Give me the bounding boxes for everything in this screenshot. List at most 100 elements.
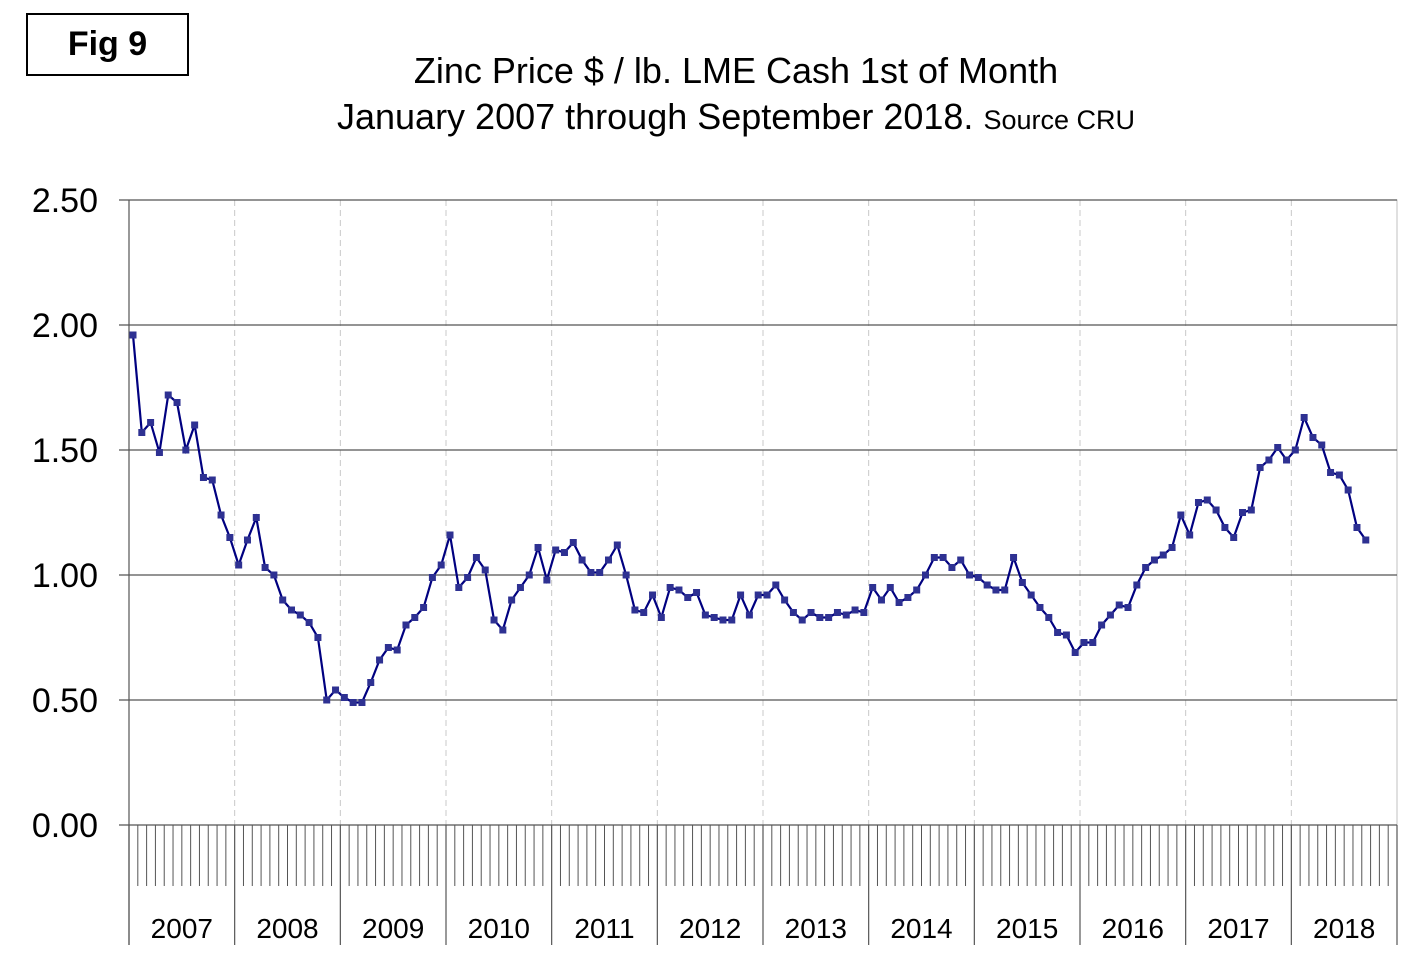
data-point (560, 549, 568, 556)
data-point (261, 564, 269, 571)
data-point (1001, 586, 1009, 594)
chart-source: Source CRU (983, 105, 1135, 135)
data-point (543, 576, 551, 584)
chart-subtitle-line: January 2007 through September 2018. Sou… (0, 96, 1420, 138)
data-point (1124, 604, 1132, 611)
data-point (288, 606, 296, 614)
data-point (1327, 469, 1335, 476)
data-point (825, 614, 833, 621)
data-point (710, 614, 718, 621)
data-point (138, 429, 146, 436)
data-point (164, 391, 172, 399)
data-point (349, 699, 357, 706)
data-point (754, 591, 762, 599)
data-point (446, 531, 454, 539)
data-point (1098, 621, 1106, 629)
data-point (1106, 611, 1114, 619)
data-point (613, 541, 621, 549)
data-point (781, 596, 789, 604)
data-point (296, 611, 304, 619)
data-point (913, 586, 921, 594)
data-point (199, 474, 207, 481)
data-point (1010, 554, 1018, 561)
data-point (235, 561, 243, 569)
x-tick-label: 2010 (468, 913, 530, 944)
data-point (763, 591, 771, 599)
data-point (252, 514, 260, 521)
data-point (1027, 591, 1035, 599)
x-tick-label: 2012 (679, 913, 741, 944)
data-point (420, 604, 428, 611)
series-line (131, 334, 1367, 704)
data-point (578, 556, 586, 564)
data-point (1203, 496, 1211, 504)
figure-label: Fig 9 (26, 13, 189, 76)
data-point (842, 611, 850, 619)
data-point (332, 686, 340, 694)
data-point (974, 574, 982, 581)
data-point (957, 556, 965, 564)
data-point (587, 569, 595, 576)
data-point (1221, 524, 1229, 531)
data-point (1335, 471, 1343, 479)
data-point (1062, 631, 1070, 639)
data-point (948, 564, 956, 571)
data-point (226, 534, 234, 541)
data-point (208, 476, 216, 484)
data-point (789, 609, 797, 616)
data-point (719, 616, 727, 624)
data-point (1212, 506, 1220, 514)
data-point (1018, 579, 1026, 586)
data-point (869, 584, 877, 591)
data-point (886, 584, 894, 591)
data-point (833, 609, 841, 616)
data-point (1150, 556, 1158, 564)
data-point (631, 606, 639, 614)
data-point (684, 594, 692, 601)
data-point (1115, 601, 1123, 609)
data-point (939, 554, 947, 561)
data-point (640, 609, 648, 616)
data-point (904, 594, 912, 601)
data-point (182, 446, 190, 454)
data-point (552, 546, 560, 554)
y-tick-label: 0.50 (32, 682, 98, 720)
data-point (1353, 524, 1361, 531)
data-point (525, 571, 533, 579)
data-point (508, 596, 516, 604)
data-point (129, 331, 137, 339)
data-point (340, 694, 348, 701)
data-point (411, 614, 419, 621)
data-point (534, 544, 542, 551)
x-tick-label: 2009 (362, 913, 424, 944)
data-point (966, 571, 974, 579)
data-point (1054, 629, 1062, 636)
x-tick-label: 2017 (1207, 913, 1269, 944)
data-point (314, 634, 322, 641)
data-point (1142, 564, 1150, 571)
data-point (1177, 511, 1185, 519)
data-point (1318, 441, 1326, 449)
data-point (1283, 456, 1291, 464)
x-tick-label: 2013 (785, 913, 847, 944)
data-point (1194, 499, 1202, 506)
data-point (464, 574, 472, 581)
data-point (1265, 456, 1273, 464)
data-point (243, 536, 251, 544)
data-point (402, 621, 410, 629)
data-point (1045, 614, 1053, 621)
data-point (851, 606, 859, 614)
data-point (860, 609, 868, 616)
data-point (376, 656, 384, 664)
data-point (1186, 531, 1194, 539)
x-tick-label: 2015 (996, 913, 1058, 944)
data-point (1036, 604, 1044, 611)
data-point (798, 616, 806, 624)
x-tick-label: 2007 (151, 913, 213, 944)
data-point (992, 586, 1000, 594)
y-tick-label: 0.00 (32, 807, 98, 845)
data-point (675, 586, 683, 594)
data-point (701, 611, 709, 619)
data-point (1274, 444, 1282, 451)
data-point (728, 616, 736, 624)
